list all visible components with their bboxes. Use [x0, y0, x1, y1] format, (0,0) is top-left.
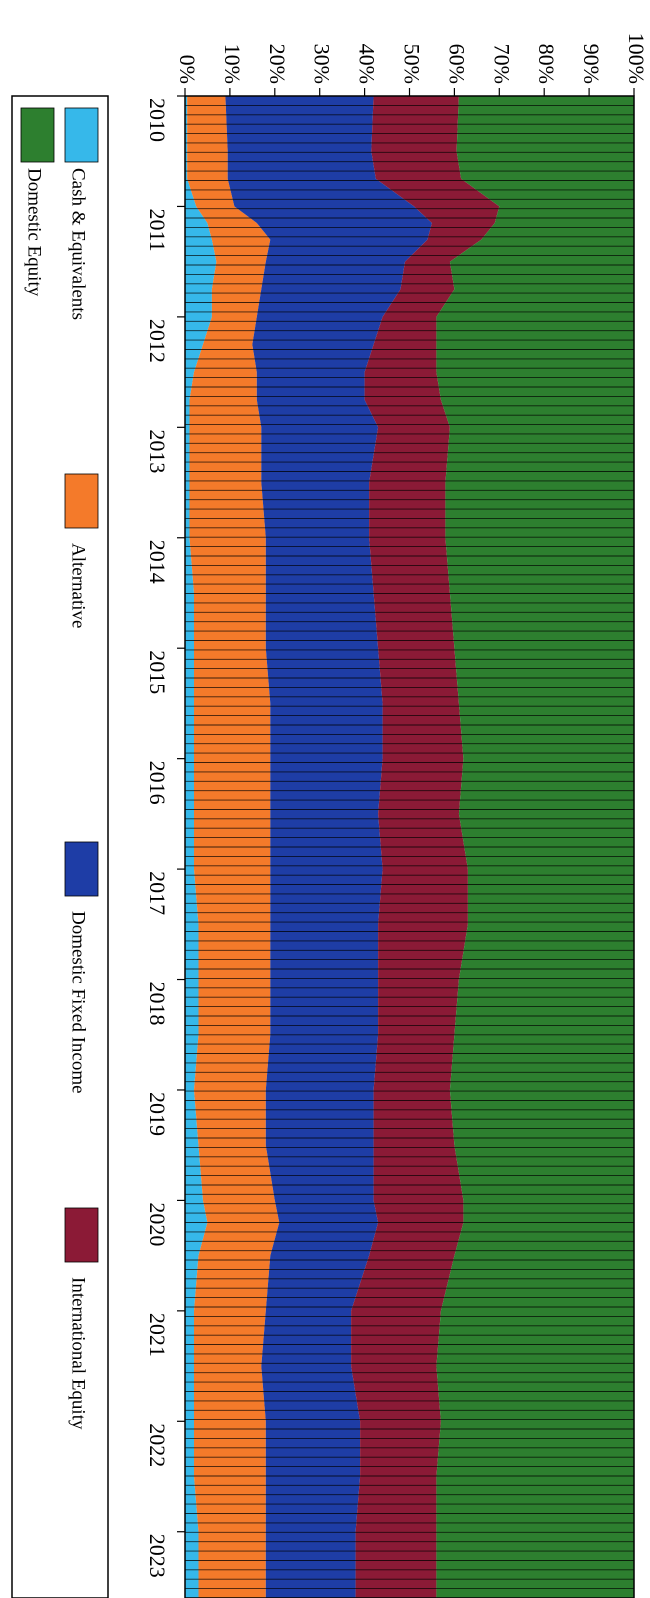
time-axis: 2010 2011 2012 2013 2014 2015 2016 2017 2018 2019… — [145, 95, 185, 1578]
value-tick-label: 20% — [265, 44, 290, 84]
legend-swatch-cash-equivalents — [64, 107, 99, 163]
value-tick-label: 70% — [489, 44, 514, 84]
time-tick-label: 2021 — [145, 1313, 170, 1357]
legend-label-alternative: Alternative — [68, 543, 89, 628]
time-tick-label: 2018 — [145, 982, 170, 1026]
value-tick-label: 100% — [624, 33, 649, 84]
value-tick-label: 30% — [310, 44, 335, 84]
value-tick-label: 0% — [175, 55, 200, 84]
value-tick-label: 10% — [220, 44, 245, 84]
legend-swatch-domestic-fixed-income — [64, 841, 99, 897]
legend: Cash & Equivalents Alternative Domestic Fi… — [11, 95, 109, 1598]
time-tick-label: 2010 — [145, 98, 170, 142]
time-tick-label: 2019 — [145, 1092, 170, 1136]
time-tick-label: 2015 — [145, 650, 170, 694]
legend-label-domestic-fixed-income: Domestic Fixed Income — [68, 911, 89, 1094]
time-tick-label: 2011 — [145, 208, 170, 251]
time-tick-label: 2023 — [145, 1534, 170, 1578]
legend-swatch-alternative — [64, 473, 99, 529]
time-tick-label: 2016 — [145, 761, 170, 805]
legend-swatch-international-equity — [64, 1207, 99, 1263]
legend-label-domestic-equity: Domestic Equity — [24, 168, 45, 297]
value-tick-label: 60% — [444, 44, 469, 84]
legend-label-cash-equivalents: Cash & Equivalents — [68, 168, 89, 320]
value-tick-label: 50% — [399, 44, 424, 84]
value-tick-label: 90% — [579, 44, 604, 84]
time-tick-label: 2012 — [145, 319, 170, 363]
time-tick-label: 2017 — [145, 871, 170, 915]
time-tick-label: 2022 — [145, 1423, 170, 1467]
value-tick-label: 80% — [534, 44, 559, 84]
legend-swatch-domestic-equity — [20, 107, 55, 163]
legend-label-international-equity: International Equity — [68, 1277, 89, 1430]
time-tick-label: 2014 — [145, 540, 170, 584]
time-tick-label: 2020 — [145, 1202, 170, 1246]
value-axis: 0% 10% 20% 30% 40% 50% 60% 70% 80% 90% 100% — [175, 33, 649, 96]
plot-bar-lines — [185, 95, 634, 1598]
time-tick-label: 2013 — [145, 429, 170, 473]
value-tick-label: 40% — [355, 44, 380, 84]
